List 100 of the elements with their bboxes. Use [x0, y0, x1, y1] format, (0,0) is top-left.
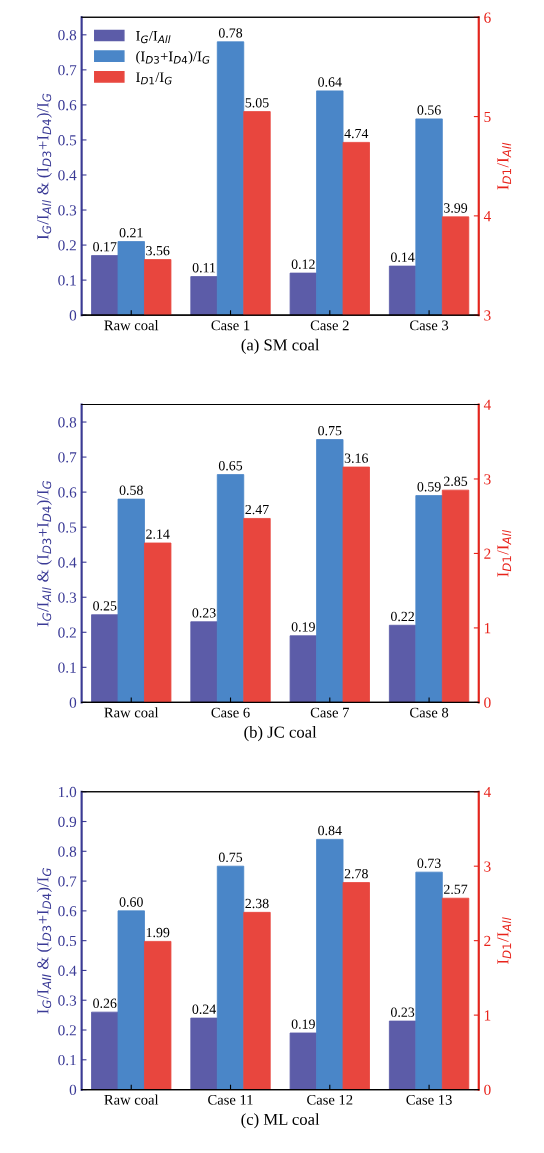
data-label: 0.58: [119, 485, 143, 495]
y-tick-label: 1.0: [58, 786, 77, 798]
data-label: 3.99: [444, 203, 468, 213]
y-tick-label: 0.4: [58, 965, 77, 976]
bar: [289, 635, 317, 703]
y2-axis-title: I$_{D1}$/I$_{All}$: [497, 142, 512, 190]
bar: [190, 1017, 218, 1090]
y-tick-label: 0.3: [58, 592, 77, 603]
data-label: 0.65: [218, 461, 243, 471]
y2-tick-label: 3: [484, 861, 491, 872]
data-label: 0.26: [93, 998, 117, 1008]
x-tick-label: Case 12: [307, 1094, 353, 1105]
x-tick-label: Raw coal: [104, 1094, 159, 1105]
x-tick-label: Raw coal: [104, 707, 159, 718]
data-label: 0.17: [93, 242, 117, 252]
text: I$_{G}$/I$_{All}$ & (I$_{D3}$+I$_{D4}$)/I$_{G}$: [36, 93, 52, 240]
x-tick-label: Case 8: [410, 707, 449, 718]
bar: [388, 265, 417, 316]
text: I$_{G}$/I$_{All}$ & (I$_{D3}$+I$_{D4}$)/I$_{G}$: [36, 480, 52, 627]
data-label: 2.38: [245, 898, 269, 909]
y2-tick-label: 6: [484, 12, 491, 23]
y2-axis-title: I$_{D1}$/I$_{All}$: [497, 530, 512, 577]
y-tick-label: 0.3: [58, 205, 77, 216]
x-tick-label: Case 1: [211, 320, 250, 331]
data-label: 0.64: [318, 77, 342, 87]
x-tick-label: Case 7: [310, 707, 350, 718]
y2-tick-label: 2: [484, 548, 491, 559]
y2-tick-label: 4: [483, 786, 491, 798]
data-label: 0.73: [417, 858, 441, 868]
y2-tick-label: 3: [484, 474, 491, 485]
y-tick-label: 0.2: [58, 1025, 76, 1036]
x-axis-title: (c) ML coal: [241, 1113, 320, 1129]
y-tick-label: 0.8: [58, 29, 77, 41]
y-tick-label: 0.1: [58, 275, 76, 286]
data-label: 4.74: [344, 128, 369, 139]
y2-tick-label: 1: [484, 623, 491, 634]
y-tick-label: 0.5: [58, 522, 77, 533]
y-tick-label: 0.7: [58, 65, 77, 76]
data-label: 2.57: [444, 884, 468, 895]
y2-tick-label: 5: [484, 111, 491, 123]
y-tick-label: 0.8: [58, 417, 77, 428]
data-label: 2.85: [444, 476, 468, 486]
data-label: 2.78: [344, 868, 368, 879]
data-label: 0.75: [318, 425, 342, 436]
bar: [388, 1020, 417, 1090]
data-label: 0.75: [218, 852, 243, 863]
data-label: 0.14: [390, 252, 415, 262]
y-tick-label: 0.4: [58, 557, 77, 568]
y-tick-label: 0: [69, 310, 77, 321]
data-label: 0.11: [192, 263, 216, 273]
data-label: 5.05: [245, 98, 269, 108]
y-tick-label: 0: [69, 1084, 77, 1096]
y-tick-label: 0.6: [58, 487, 77, 498]
x-tick-label: Case 3: [410, 320, 449, 331]
legend-label: I$_{D1}$/I$_{G}$: [136, 72, 172, 85]
y2-tick-label: 3: [484, 310, 491, 321]
x-tick-label: Raw coal: [104, 320, 159, 331]
y-tick-label: 0.2: [58, 627, 76, 638]
y-tick-label: 0.6: [58, 100, 77, 111]
y-tick-label: 0.4: [58, 170, 77, 181]
y-tick-label: 0.7: [58, 876, 77, 887]
bar: [91, 1011, 119, 1090]
bar: [190, 276, 218, 316]
x-axis-title: (b) JC coal: [244, 726, 317, 742]
x-tick-label: Case 6: [211, 707, 250, 718]
data-label: 0.22: [390, 611, 414, 622]
text: I$_{G}$/I$_{All}$ & (I$_{D3}$+I$_{D4}$)/I$_{G}$: [36, 868, 52, 1014]
legend-label: (I$_{D3}$+I$_{D4}$)/I$_{G}$: [136, 51, 210, 65]
data-label: 2.14: [146, 529, 170, 539]
y-tick-label: 0.2: [58, 240, 76, 251]
y-tick-label: 0.5: [58, 935, 77, 947]
y2-tick-label: 0: [484, 697, 491, 708]
y-tick-label: 0.7: [58, 452, 77, 463]
bar: [190, 621, 218, 703]
y-tick-label: 0.1: [58, 662, 76, 673]
x-tick-label: Case 13: [406, 1094, 452, 1105]
data-label: 0.78: [218, 28, 243, 38]
data-label: 0.19: [291, 622, 315, 632]
legend-label: I$_{G}$/I$_{All}$: [136, 31, 171, 44]
data-label: 0.59: [417, 482, 441, 492]
data-label: 0.25: [93, 601, 117, 611]
y-tick-label: 0.8: [58, 846, 77, 857]
data-label: 1.99: [146, 927, 170, 938]
y-tick-label: 0.1: [58, 1054, 76, 1066]
y-tick-label: 0: [69, 697, 77, 708]
x-tick-label: Case 2: [310, 320, 349, 331]
data-label: 0.23: [192, 608, 216, 618]
data-label: 0.60: [119, 897, 143, 907]
y2-tick-label: 2: [484, 935, 491, 946]
y-tick-label: 0.5: [58, 135, 77, 146]
data-label: 0.23: [390, 1007, 415, 1017]
bar: [91, 614, 119, 703]
bar: [289, 272, 317, 316]
y2-tick-label: 4: [483, 211, 491, 222]
data-label: 0.21: [119, 227, 143, 238]
data-label: 0.56: [417, 105, 441, 115]
data-label: 0.19: [291, 1019, 315, 1029]
bar: [289, 1032, 317, 1090]
data-label: 0.24: [192, 1004, 216, 1014]
y2-axis-title: I$_{D1}$/I$_{All}$: [497, 917, 512, 964]
